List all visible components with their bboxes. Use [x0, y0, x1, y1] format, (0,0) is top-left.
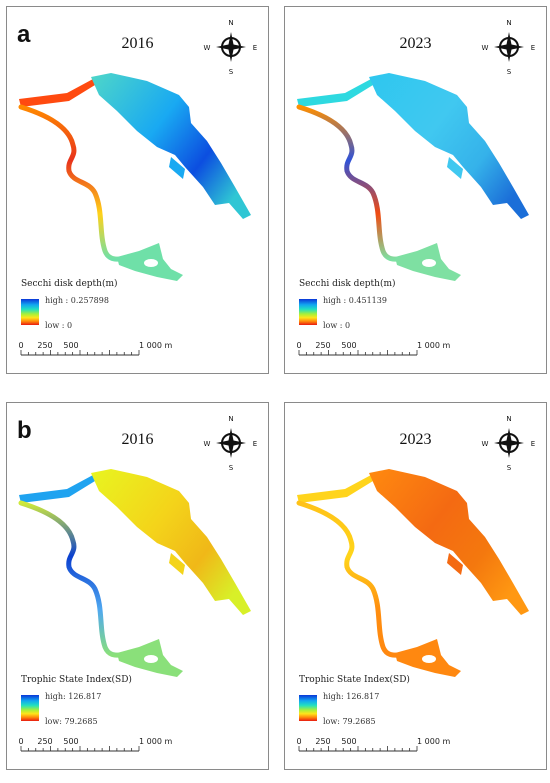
scale-tick-label: 0	[18, 737, 23, 746]
compass-n-label: N	[228, 19, 233, 27]
main-lake-body	[91, 73, 251, 219]
compass-w-label: W	[482, 44, 489, 52]
scale-tick-label: 500	[63, 341, 78, 350]
compass-s-label: S	[229, 68, 234, 76]
panel-label: b	[17, 417, 32, 444]
west-arm	[297, 475, 373, 503]
legend-title: Secchi disk depth(m)	[299, 279, 396, 289]
scale-bar: 0 250 500 1 000 m	[18, 341, 172, 356]
scale-tick-label: 500	[341, 341, 356, 350]
north-arrow-compass-icon: N S E W	[482, 415, 536, 472]
legend-color-ramp	[299, 695, 317, 721]
scale-tick-label: 500	[341, 737, 356, 746]
legend-low-label: low : 0	[323, 321, 351, 330]
lake-map	[296, 73, 529, 281]
map-panel-a-2016: a 2016 N S E W Secchi disk depth(m) high : 0.25…	[6, 6, 269, 374]
panel-year: 2016	[121, 431, 154, 448]
legend-title: Trophic State Index(SD)	[299, 675, 410, 685]
map-panel-b-2023: 2023 N S E W Trophic State Index(SD) high: 126…	[284, 402, 547, 770]
inlet-arm	[447, 553, 463, 575]
scale-bar: 0 250 500 1 000 m	[296, 737, 450, 752]
north-arrow-compass-icon: N S E W	[482, 19, 536, 76]
panel-year: 2023	[399, 431, 432, 448]
scale-tick-label: 1 000 m	[139, 737, 172, 746]
scale-tick-label: 1 000 m	[417, 341, 450, 350]
legend-low-label: low: 79.2685	[323, 717, 376, 726]
legend-low-label: low : 0	[45, 321, 73, 330]
inlet-arm	[447, 157, 463, 179]
map-panel-b-2016: b 2016 N S E W Trophic State Index(SD) high: 12…	[6, 402, 269, 770]
west-arm	[19, 475, 95, 503]
compass-e-label: E	[531, 440, 535, 448]
inlet-arm	[169, 553, 185, 575]
legend-title: Secchi disk depth(m)	[21, 279, 118, 289]
scale-tick-label: 500	[63, 737, 78, 746]
legend-color-ramp	[299, 299, 317, 325]
north-arrow-compass-icon: N S E W	[204, 415, 258, 472]
legend-title: Trophic State Index(SD)	[21, 675, 132, 685]
compass-s-label: S	[507, 68, 512, 76]
legend-high-label: high: 126.817	[323, 692, 380, 701]
legend-high-label: high : 0.451139	[323, 296, 387, 305]
compass-w-label: W	[482, 440, 489, 448]
compass-s-label: S	[229, 464, 234, 472]
legend-high-label: high : 0.257898	[45, 296, 109, 305]
legend-color-ramp	[21, 695, 39, 721]
compass-e-label: E	[253, 44, 257, 52]
scale-tick-label: 1 000 m	[139, 341, 172, 350]
west-arm	[297, 79, 373, 107]
map-panel-a-2023: 2023 N S E W Secchi disk depth(m) high : 0.451…	[284, 6, 547, 374]
scale-tick-label: 0	[296, 737, 301, 746]
river-channel	[296, 104, 406, 262]
lake-map	[18, 469, 251, 677]
legend-color-ramp	[21, 299, 39, 325]
scale-tick-label: 0	[296, 341, 301, 350]
compass-s-label: S	[507, 464, 512, 472]
scale-bar: 0 250 500 1 000 m	[18, 737, 172, 752]
inlet-arm	[169, 157, 185, 179]
scale-tick-label: 250	[37, 737, 52, 746]
compass-e-label: E	[253, 440, 257, 448]
compass-w-label: W	[204, 440, 211, 448]
lake-map	[296, 469, 529, 677]
main-lake-body	[91, 469, 251, 615]
legend-low-label: low: 79.2685	[45, 717, 98, 726]
scale-tick-label: 250	[315, 341, 330, 350]
west-arm	[19, 79, 95, 107]
scale-bar: 0 250 500 1 000 m	[296, 341, 450, 356]
scale-tick-label: 250	[37, 341, 52, 350]
scale-tick-label: 250	[315, 737, 330, 746]
compass-w-label: W	[204, 44, 211, 52]
river-channel	[18, 104, 128, 262]
compass-n-label: N	[228, 415, 233, 423]
compass-n-label: N	[506, 19, 511, 27]
panel-label: a	[17, 21, 31, 48]
panel-year: 2016	[121, 35, 154, 52]
compass-e-label: E	[531, 44, 535, 52]
legend-high-label: high: 126.817	[45, 692, 102, 701]
scale-tick-label: 1 000 m	[417, 737, 450, 746]
main-lake-body	[369, 73, 529, 219]
panel-year: 2023	[399, 35, 432, 52]
river-channel	[296, 500, 406, 658]
scale-tick-label: 0	[18, 341, 23, 350]
river-channel	[18, 500, 128, 658]
main-lake-body	[369, 469, 529, 615]
lake-map	[18, 73, 251, 281]
compass-n-label: N	[506, 415, 511, 423]
north-arrow-compass-icon: N S E W	[204, 19, 258, 76]
